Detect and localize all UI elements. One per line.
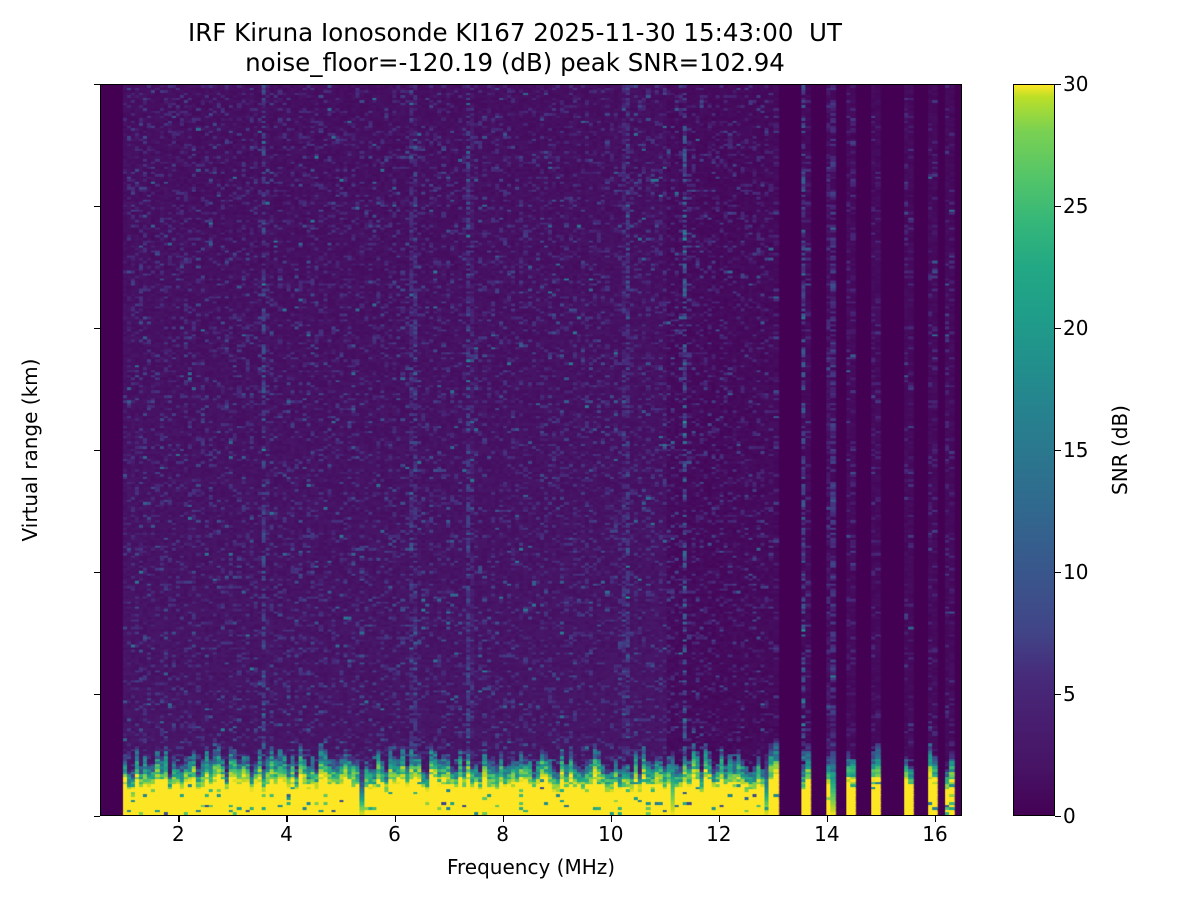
x-tick-mark [502,816,504,822]
y-tick-mark [94,694,100,696]
colorbar-tick-label: 25 [1063,194,1089,218]
colorbar-tick-label: 15 [1063,438,1089,462]
colorbar-tick-mark [1055,84,1061,86]
colorbar-tick-label: 10 [1063,560,1089,584]
y-tick-mark [94,84,100,86]
colorbar-tick-mark [1055,206,1061,208]
title-line-1: IRF Kiruna Ionosonde KI167 2025-11-30 15… [188,18,842,47]
x-tick-label: 14 [814,822,840,846]
colorbar-label: SNR (dB) [1108,405,1132,495]
x-tick-label: 12 [706,822,732,846]
x-tick-mark [394,816,396,822]
x-tick-label: 16 [922,822,948,846]
x-tick-mark [718,816,721,822]
x-tick-label: 8 [496,822,509,846]
x-tick-label: 4 [280,822,293,846]
figure-title: IRF Kiruna Ionosonde KI167 2025-11-30 15… [0,18,1030,78]
y-axis-label: Virtual range (km) [18,358,42,542]
colorbar-tick-label: 5 [1063,682,1076,706]
y-tick-mark [94,816,100,818]
colorbar-tick-label: 30 [1063,72,1089,96]
colorbar-tick-label: 20 [1063,316,1089,340]
colorbar-tick-mark [1055,694,1061,696]
x-tick-mark [826,816,829,822]
y-tick-mark [94,206,100,208]
title-line-2: noise_floor=-120.19 (dB) peak SNR=102.94 [245,48,785,77]
colorbar-tick-mark [1055,450,1061,452]
x-tick-mark [934,816,937,822]
colorbar-tick-mark [1055,816,1061,818]
x-tick-mark [178,816,180,822]
colorbar[interactable]: 0 5 10 15 20 25 30 [1013,74,1088,826]
x-axis-label: Frequency (MHz) [446,855,616,879]
x-tick-label: 2 [171,822,185,846]
y-tick-mark [94,328,100,330]
y-tick-mark [94,450,100,452]
y-tick-mark [94,572,100,574]
x-tick-mark [286,816,288,822]
colorbar-tick-mark [1055,572,1061,574]
x-tick-label: 10 [597,822,624,846]
colorbar-tick-label: 0 [1063,804,1076,828]
colorbar-tick-mark [1055,328,1061,330]
colorbar-gradient [1013,84,1055,816]
ionogram-heatmap[interactable] [101,85,961,815]
ionogram-axes[interactable] [100,84,962,816]
x-tick-label: 6 [388,822,401,846]
x-tick-mark [610,816,612,822]
